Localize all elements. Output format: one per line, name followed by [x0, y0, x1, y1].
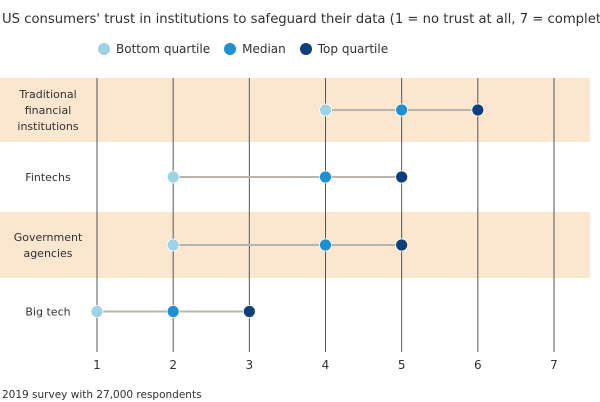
data-point [395, 103, 409, 117]
data-point [395, 238, 409, 252]
category-label: Government agencies [14, 231, 83, 260]
legend-item-bottom: Bottom quartile [98, 42, 210, 56]
x-tick-label: 5 [398, 358, 406, 372]
x-tick-label: 3 [246, 358, 254, 372]
data-point [242, 305, 256, 318]
legend-swatch [299, 43, 312, 55]
chart-subtitle: US consumers' trust in institutions to s… [2, 12, 600, 27]
category-label: Fintechs [25, 171, 71, 184]
legend-label: Top quartile [317, 42, 389, 56]
x-tick-label: 2 [169, 358, 177, 372]
x-tick-label: 7 [550, 358, 558, 372]
data-point [471, 103, 485, 117]
legend-label: Median [242, 42, 286, 56]
data-point [90, 305, 104, 318]
data-point [319, 103, 332, 117]
legend-label: Bottom quartile [116, 42, 211, 56]
legend-item-median: Median [224, 42, 286, 56]
legend: Bottom quartile Median Top quartile [98, 42, 388, 56]
legend-item-top: Top quartile [299, 42, 389, 56]
row-band [0, 78, 590, 142]
data-point [319, 170, 332, 184]
x-tick-label: 1 [93, 358, 101, 372]
x-tick-label: 6 [474, 358, 482, 372]
data-point [166, 238, 180, 252]
x-tick-label: 4 [322, 358, 330, 372]
legend-swatch [98, 43, 110, 55]
data-point [319, 238, 332, 252]
legend-swatch [224, 43, 237, 55]
data-point [395, 170, 409, 184]
data-point [166, 305, 180, 318]
category-label: Traditional financial institutions [17, 88, 78, 133]
category-label: Big tech [25, 306, 70, 319]
data-point [166, 170, 180, 184]
source-note: 2019 survey with 27,000 respondents [2, 389, 202, 401]
